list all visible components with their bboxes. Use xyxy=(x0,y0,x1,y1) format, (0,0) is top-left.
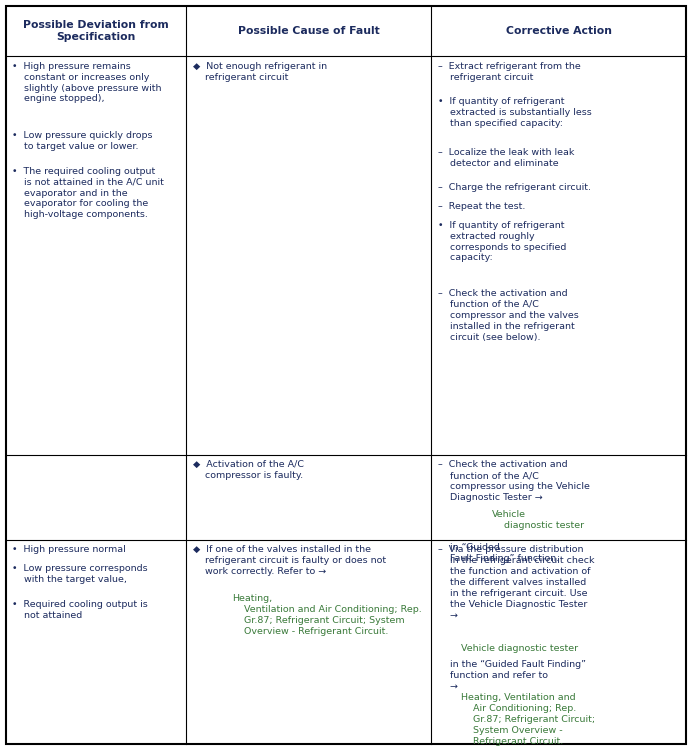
Text: –  Localize the leak with leak
    detector and eliminate: – Localize the leak with leak detector a… xyxy=(438,148,574,168)
Text: •  Low pressure quickly drops
    to target value or lower.: • Low pressure quickly drops to target v… xyxy=(12,130,153,151)
Text: •  Low pressure corresponds
    with the target value,: • Low pressure corresponds with the targ… xyxy=(12,565,148,584)
Text: ◆  Activation of the A/C
    compressor is faulty.: ◆ Activation of the A/C compressor is fa… xyxy=(192,460,304,480)
Text: •  High pressure normal: • High pressure normal xyxy=(12,545,126,554)
Text: –  Via the pressure distribution
    in the refrigerant circuit check
    the fu: – Via the pressure distribution in the r… xyxy=(438,545,594,620)
Text: •  If quantity of refrigerant
    extracted is substantially less
    than speci: • If quantity of refrigerant extracted i… xyxy=(438,97,592,128)
Text: Heating,
    Ventilation and Air Conditioning; Rep.
    Gr.87; Refrigerant Circu: Heating, Ventilation and Air Conditionin… xyxy=(232,595,422,636)
Text: –  Check the activation and
    function of the A/C
    compressor using the Veh: – Check the activation and function of t… xyxy=(438,460,590,502)
Text: •  Required cooling output is
    not attained: • Required cooling output is not attaine… xyxy=(12,601,148,620)
Text: –  Charge the refrigerant circuit.: – Charge the refrigerant circuit. xyxy=(438,184,591,193)
Text: Vehicle diagnostic tester: Vehicle diagnostic tester xyxy=(462,644,579,653)
Text: –  Repeat the test.: – Repeat the test. xyxy=(438,202,525,211)
Text: Heating, Ventilation and
    Air Conditioning; Rep.
    Gr.87; Refrigerant Circu: Heating, Ventilation and Air Conditionin… xyxy=(462,694,595,746)
Text: –  Extract refrigerant from the
    refrigerant circuit: – Extract refrigerant from the refrigera… xyxy=(438,62,581,82)
Text: Possible Cause of Fault: Possible Cause of Fault xyxy=(237,26,379,36)
Text: –  Check the activation and
    function of the A/C
    compressor and the valve: – Check the activation and function of t… xyxy=(438,289,579,341)
Text: •  The required cooling output
    is not attained in the A/C unit
    evaporato: • The required cooling output is not att… xyxy=(12,166,164,220)
Text: Possible Deviation from
Specification: Possible Deviation from Specification xyxy=(23,20,169,42)
Text: in the “Guided Fault Finding”
    function and refer to
    →: in the “Guided Fault Finding” function a… xyxy=(438,661,585,692)
Text: in “Guided
    Fault Finding” function.: in “Guided Fault Finding” function. xyxy=(438,542,559,562)
Text: •  High pressure remains
    constant or increases only
    slightly (above pres: • High pressure remains constant or incr… xyxy=(12,62,162,104)
Text: Corrective Action: Corrective Action xyxy=(506,26,612,36)
Text: •  If quantity of refrigerant
    extracted roughly
    corresponds to specified: • If quantity of refrigerant extracted r… xyxy=(438,220,566,262)
Text: Vehicle
    diagnostic tester: Vehicle diagnostic tester xyxy=(492,509,584,530)
Text: ◆  Not enough refrigerant in
    refrigerant circuit: ◆ Not enough refrigerant in refrigerant … xyxy=(192,62,327,82)
Text: ◆  If one of the valves installed in the
    refrigerant circuit is faulty or do: ◆ If one of the valves installed in the … xyxy=(192,545,385,576)
